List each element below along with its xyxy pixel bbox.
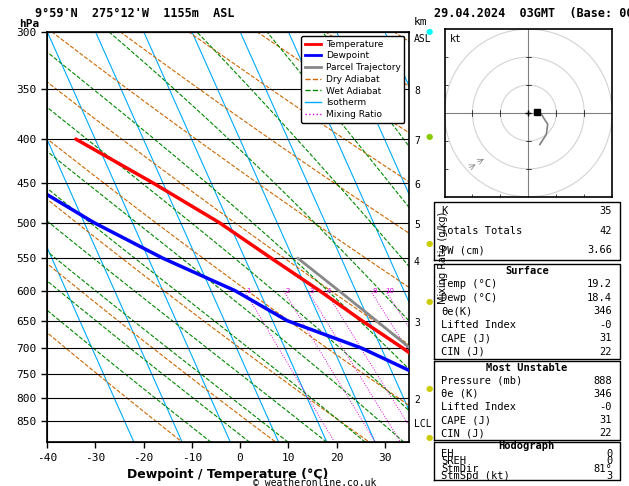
- Text: 8: 8: [372, 288, 377, 294]
- Text: hPa: hPa: [19, 19, 39, 29]
- Text: CIN (J): CIN (J): [442, 347, 485, 357]
- Text: 3: 3: [606, 471, 612, 481]
- Text: EH: EH: [442, 449, 454, 459]
- Text: Most Unstable: Most Unstable: [486, 363, 567, 373]
- Text: © weatheronline.co.uk: © weatheronline.co.uk: [253, 478, 376, 486]
- Text: 0: 0: [606, 449, 612, 459]
- Text: 346: 346: [593, 306, 612, 316]
- Text: 9°59'N  275°12'W  1155m  ASL: 9°59'N 275°12'W 1155m ASL: [35, 7, 234, 20]
- Text: -0: -0: [599, 320, 612, 330]
- Legend: Temperature, Dewpoint, Parcel Trajectory, Dry Adiabat, Wet Adiabat, Isotherm, Mi: Temperature, Dewpoint, Parcel Trajectory…: [301, 36, 404, 122]
- Text: 5: 5: [414, 220, 420, 230]
- Text: StmSpd (kt): StmSpd (kt): [442, 471, 510, 481]
- Text: 888: 888: [593, 376, 612, 386]
- Text: 3.66: 3.66: [587, 245, 612, 255]
- Text: Lifted Index: Lifted Index: [442, 402, 516, 412]
- Text: Surface: Surface: [505, 266, 548, 276]
- Text: 10: 10: [385, 288, 394, 294]
- Text: θe (K): θe (K): [442, 389, 479, 399]
- Text: 2: 2: [414, 395, 420, 405]
- Text: CAPE (J): CAPE (J): [442, 333, 491, 344]
- Text: 2: 2: [285, 288, 289, 294]
- Text: ●: ●: [426, 132, 433, 140]
- Text: K: K: [442, 207, 448, 216]
- Text: 6: 6: [414, 180, 420, 190]
- Text: StmDir: StmDir: [442, 464, 479, 474]
- Text: 7: 7: [414, 136, 420, 146]
- Text: 4: 4: [414, 257, 420, 267]
- Text: 31: 31: [599, 415, 612, 425]
- Text: 3: 3: [309, 288, 314, 294]
- Text: 81°: 81°: [593, 464, 612, 474]
- Text: ●: ●: [426, 384, 433, 393]
- Text: CIN (J): CIN (J): [442, 428, 485, 438]
- Text: Dewp (°C): Dewp (°C): [442, 293, 498, 303]
- Text: 3: 3: [414, 318, 420, 329]
- Text: -0: -0: [599, 402, 612, 412]
- Text: 4: 4: [327, 288, 331, 294]
- Text: ●: ●: [426, 239, 433, 247]
- Text: SREH: SREH: [442, 456, 467, 466]
- Text: Totals Totals: Totals Totals: [442, 226, 523, 236]
- Text: 346: 346: [593, 389, 612, 399]
- Text: ●: ●: [426, 297, 433, 306]
- Text: 18.4: 18.4: [587, 293, 612, 303]
- Text: 29.04.2024  03GMT  (Base: 00): 29.04.2024 03GMT (Base: 00): [434, 7, 629, 20]
- Text: 0: 0: [606, 456, 612, 466]
- Text: kt: kt: [450, 34, 461, 44]
- Text: 1: 1: [246, 288, 250, 294]
- Text: 31: 31: [599, 333, 612, 344]
- Text: LCL: LCL: [414, 419, 431, 429]
- Text: 19.2: 19.2: [587, 279, 612, 289]
- Text: ●: ●: [426, 27, 433, 36]
- Text: Temp (°C): Temp (°C): [442, 279, 498, 289]
- Text: Mixing Ratio (g/kg): Mixing Ratio (g/kg): [438, 211, 448, 304]
- Text: PW (cm): PW (cm): [442, 245, 485, 255]
- Text: 42: 42: [599, 226, 612, 236]
- Text: 22: 22: [599, 428, 612, 438]
- Text: CAPE (J): CAPE (J): [442, 415, 491, 425]
- Text: 35: 35: [599, 207, 612, 216]
- Text: Pressure (mb): Pressure (mb): [442, 376, 523, 386]
- Text: 22: 22: [599, 347, 612, 357]
- Text: Lifted Index: Lifted Index: [442, 320, 516, 330]
- X-axis label: Dewpoint / Temperature (°C): Dewpoint / Temperature (°C): [127, 468, 329, 481]
- Text: ASL: ASL: [414, 34, 431, 44]
- Text: 8: 8: [414, 87, 420, 96]
- Text: Hodograph: Hodograph: [499, 441, 555, 451]
- Text: km: km: [414, 17, 427, 27]
- Text: θe(K): θe(K): [442, 306, 472, 316]
- Text: ●: ●: [426, 433, 433, 442]
